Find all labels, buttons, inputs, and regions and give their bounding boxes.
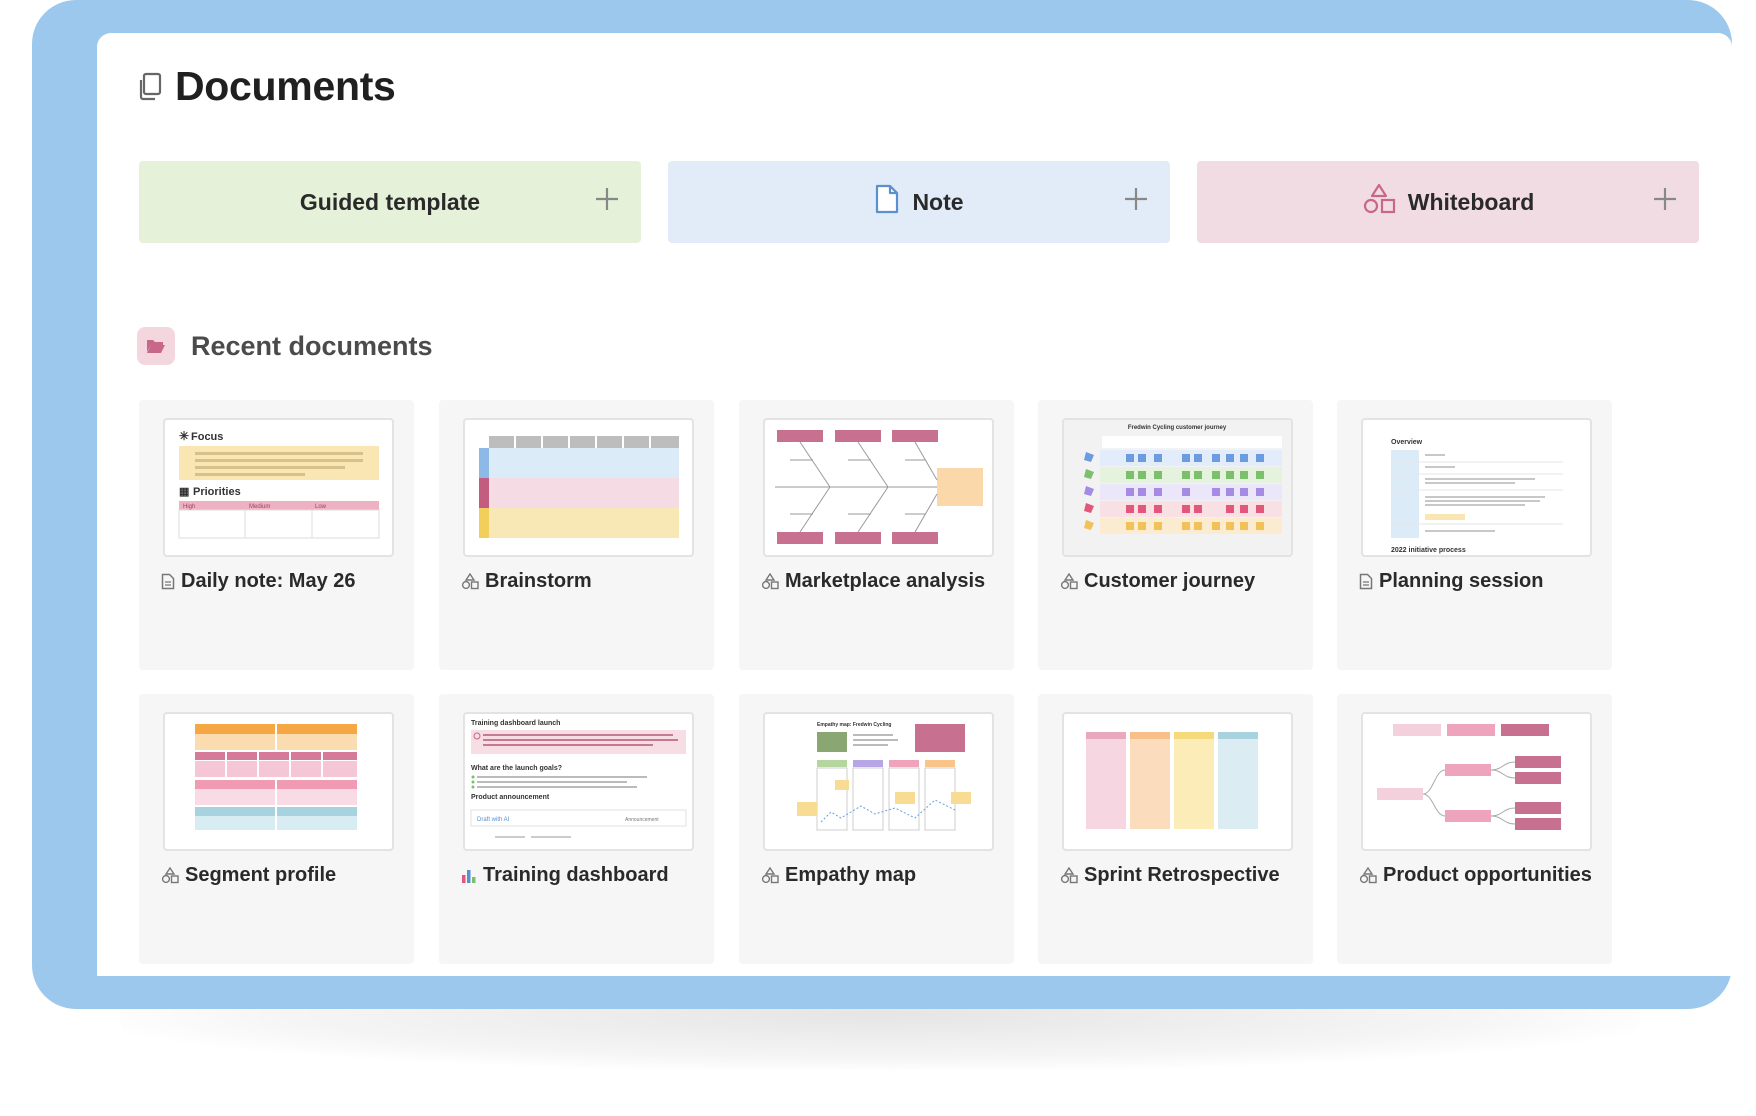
- plus-icon: [1125, 188, 1147, 210]
- thumb-announcement-tag: Announcement: [625, 817, 659, 823]
- whiteboard-icon: [1359, 867, 1377, 884]
- guided-template-label: Guided template: [299, 188, 481, 215]
- whiteboard-icon: [1060, 867, 1078, 884]
- document-card-segment-profile[interactable]: Segment profile: [139, 694, 414, 964]
- plus-icon: [1654, 188, 1676, 210]
- document-title-text: Segment profile: [185, 864, 337, 886]
- documents-panel: Documents Guided template Note Whiteboar…: [97, 33, 1732, 976]
- folder-open-icon: [137, 327, 175, 365]
- document-card-planning-session[interactable]: Overview 2022 initiative process: [1337, 400, 1612, 670]
- thumb-announcement-heading: Product announcement: [471, 794, 550, 801]
- document-title-text: Planning session: [1379, 570, 1544, 592]
- thumb-focus-heading: Focus: [191, 431, 223, 443]
- document-card-daily-note[interactable]: ✳ Focus ▦ Priorities High Medium Low: [139, 400, 414, 670]
- note-label: Note: [912, 188, 964, 215]
- svg-text:▦: ▦: [179, 486, 189, 498]
- document-card-product-opportunities[interactable]: Product opportunities: [1337, 694, 1612, 964]
- document-title: Customer journey: [1060, 570, 1255, 593]
- document-thumbnail: [763, 418, 994, 557]
- document-title: Daily note: May 26: [161, 570, 356, 593]
- document-title: Product opportunities: [1359, 864, 1592, 887]
- chart-icon: [462, 869, 476, 883]
- thumb-col-medium: Medium: [249, 504, 270, 510]
- thumb-draft-ai: Draft with AI: [477, 817, 510, 823]
- document-title-text: Sprint Retrospective: [1084, 864, 1280, 886]
- document-title-text: Product opportunities: [1383, 864, 1592, 886]
- whiteboard-icon: [761, 573, 779, 590]
- note-icon: [874, 183, 900, 221]
- thumb-footer-heading: 2022 initiative process: [1391, 547, 1466, 554]
- document-thumbnail: [1361, 712, 1592, 851]
- document-card-marketplace-analysis[interactable]: Marketplace analysis: [739, 400, 1014, 670]
- document-card-customer-journey[interactable]: Fredwin Cycling customer journey: [1038, 400, 1313, 670]
- whiteboard-icon: [761, 867, 779, 884]
- document-thumbnail: ✳ Focus ▦ Priorities High Medium Low: [163, 418, 394, 557]
- document-title-text: Empathy map: [785, 864, 917, 886]
- document-card-empathy-map[interactable]: Empathy map: Fredwin Cycling: [739, 694, 1014, 964]
- new-guided-template-button[interactable]: Guided template: [139, 161, 641, 243]
- note-icon: [161, 573, 175, 590]
- document-title: Marketplace analysis: [761, 570, 985, 593]
- document-card-brainstorm[interactable]: Brainstorm: [439, 400, 714, 670]
- document-title-text: Customer journey: [1084, 570, 1256, 592]
- document-thumbnail: Empathy map: Fredwin Cycling: [763, 712, 994, 851]
- thumb-journey-title: Fredwin Cycling customer journey: [1128, 425, 1227, 431]
- new-whiteboard-button[interactable]: Whiteboard: [1197, 161, 1699, 243]
- document-title: Planning session: [1359, 570, 1543, 593]
- document-title: Brainstorm: [461, 570, 592, 593]
- documents-icon: [137, 72, 163, 102]
- page-header: Documents: [137, 63, 396, 110]
- document-card-sprint-retrospective[interactable]: Sprint Retrospective: [1038, 694, 1313, 964]
- document-thumbnail: Fredwin Cycling customer journey: [1062, 418, 1293, 557]
- document-thumbnail: Overview 2022 initiative process: [1361, 418, 1592, 557]
- whiteboard-icon: [1060, 573, 1078, 590]
- document-title-text: Training dashboard: [483, 864, 669, 886]
- plus-icon: [596, 188, 618, 210]
- document-card-training-dashboard[interactable]: Training dashboard launch What are the l…: [439, 694, 714, 964]
- whiteboard-icon: [161, 867, 179, 884]
- recent-documents-header: Recent documents: [137, 327, 433, 365]
- whiteboard-label: Whiteboard: [1407, 188, 1535, 215]
- window-frame: Documents Guided template Note Whiteboar…: [32, 0, 1732, 1009]
- svg-text:✳: ✳: [179, 429, 189, 443]
- new-note-button[interactable]: Note: [668, 161, 1170, 243]
- thumb-priorities-heading: Priorities: [193, 486, 241, 498]
- document-thumbnail: [1062, 712, 1293, 851]
- page-title: Documents: [175, 63, 396, 109]
- thumb-col-low: Low: [315, 504, 327, 510]
- thumb-empathy-title: Empathy map: Fredwin Cycling: [817, 722, 891, 728]
- thumb-goals-heading: What are the launch goals?: [471, 765, 562, 772]
- document-thumbnail: [463, 418, 694, 557]
- document-title: Training dashboard: [461, 864, 669, 887]
- whiteboard-icon: [1362, 183, 1396, 221]
- whiteboard-icon: [461, 573, 479, 590]
- document-title: Sprint Retrospective: [1060, 864, 1280, 887]
- thumb-col-high: High: [183, 504, 195, 510]
- thumb-training-title: Training dashboard launch: [471, 720, 560, 727]
- thumb-overview-heading: Overview: [1391, 439, 1423, 446]
- document-title-text: Daily note: May 26: [181, 570, 356, 592]
- document-title-text: Brainstorm: [485, 570, 592, 592]
- recent-documents-title: Recent documents: [191, 330, 433, 361]
- note-icon: [1359, 573, 1373, 590]
- document-title: Empathy map: [761, 864, 916, 887]
- document-title-text: Marketplace analysis: [785, 570, 986, 592]
- document-thumbnail: [163, 712, 394, 851]
- document-title: Segment profile: [161, 864, 336, 887]
- document-thumbnail: Training dashboard launch What are the l…: [463, 712, 694, 851]
